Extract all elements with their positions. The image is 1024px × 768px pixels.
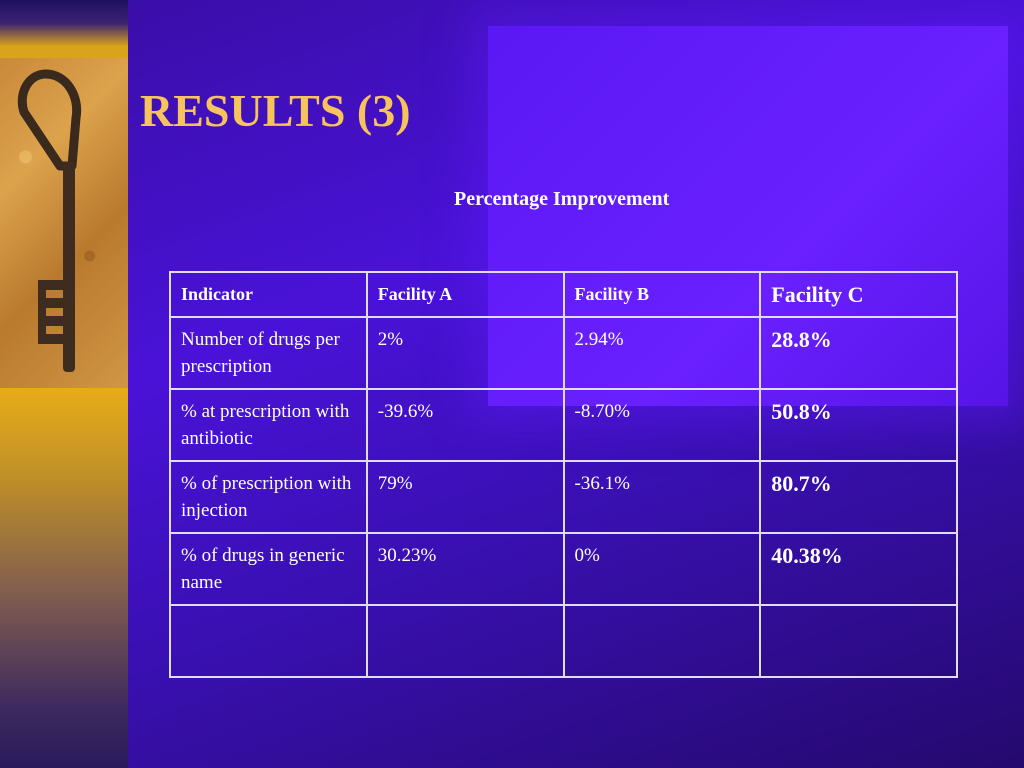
cell-facility-a: 30.23%: [365, 532, 565, 606]
table-row: % of prescription with injection 79% -36…: [169, 460, 958, 534]
key-icon: [17, 69, 82, 372]
cell-facility-a: -39.6%: [365, 388, 565, 462]
cell-facility-b: 2.94%: [562, 316, 762, 390]
table-row: Number of drugs per prescription 2% 2.94…: [169, 316, 958, 390]
cell-indicator: Number of drugs per prescription: [169, 316, 368, 390]
header-facility-a: Facility A: [365, 271, 565, 318]
cell-facility-c: [759, 604, 958, 678]
cell-facility-c: 28.8%: [759, 316, 958, 390]
cell-facility-b: -36.1%: [562, 460, 762, 534]
cell-facility-c: 50.8%: [759, 388, 958, 462]
key-photo: [0, 58, 128, 388]
table-caption: Percentage Improvement: [454, 188, 670, 210]
cell-facility-b: 0%: [562, 532, 762, 606]
cell-indicator: % of drugs in generic name: [169, 532, 368, 606]
cell-facility-a: 79%: [365, 460, 565, 534]
table-row: % of drugs in generic name 30.23% 0% 40.…: [169, 532, 958, 606]
cell-facility-a: 2%: [365, 316, 565, 390]
cell-indicator: % of prescription with injection: [169, 460, 368, 534]
cell-facility-a: [365, 604, 565, 678]
header-facility-c: Facility C: [759, 271, 958, 318]
cell-facility-b: -8.70%: [562, 388, 762, 462]
table-row-empty: [169, 604, 958, 678]
header-facility-b: Facility B: [562, 271, 762, 318]
table-row: % at prescription with antibiotic -39.6%…: [169, 388, 958, 462]
slide-title: RESULTS (3): [140, 85, 411, 136]
cell-indicator: % at prescription with antibiotic: [169, 388, 368, 462]
cell-facility-b: [562, 604, 762, 678]
cell-facility-c: 40.38%: [759, 532, 958, 606]
header-indicator: Indicator: [169, 271, 368, 318]
table-header-row: Indicator Facility A Facility B Facility…: [169, 271, 958, 318]
cell-facility-c: 80.7%: [759, 460, 958, 534]
cell-indicator: [169, 604, 368, 678]
results-table: Indicator Facility A Facility B Facility…: [169, 271, 958, 678]
